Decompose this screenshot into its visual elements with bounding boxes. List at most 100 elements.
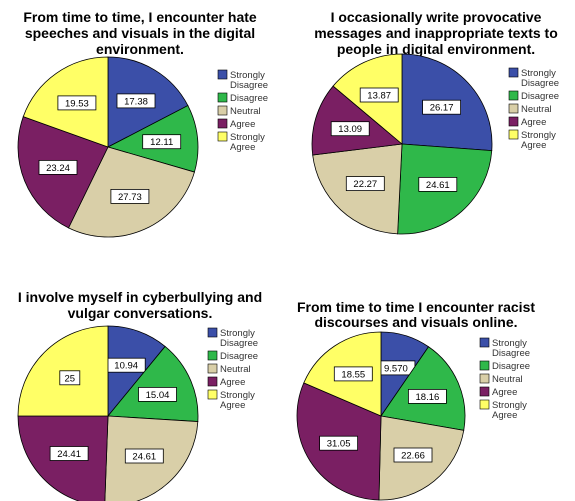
legend-label: Disagree xyxy=(220,338,258,349)
legend-label: Disagree xyxy=(230,93,268,104)
data-label: 19.53 xyxy=(65,98,89,109)
legend-label: Strongly xyxy=(521,68,556,79)
legend-swatch xyxy=(207,376,218,387)
pie-slice-disagree xyxy=(107,345,199,422)
legend-label: Strongly xyxy=(492,400,527,411)
legend-label: Agree xyxy=(220,377,245,388)
legend: StronglyDisagreeDisagreeNeutralAgreeStro… xyxy=(207,327,258,411)
chart-title-line: discourses and visuals online. xyxy=(314,314,517,330)
data-label: 24.61 xyxy=(132,452,156,463)
data-label: 13.09 xyxy=(338,124,362,135)
legend-label: Agree xyxy=(230,119,255,130)
legend-label: Strongly xyxy=(230,70,265,81)
data-label: 13.87 xyxy=(367,91,391,102)
data-label: 24.41 xyxy=(57,449,81,460)
chart-title-line: speeches and visuals in the digital xyxy=(25,25,255,41)
data-label-box xyxy=(393,447,433,463)
data-label-box xyxy=(116,93,156,109)
data-label-box xyxy=(124,448,164,464)
legend-label: Neutral xyxy=(492,374,523,385)
legend-swatch xyxy=(479,337,490,348)
data-label-box xyxy=(110,188,150,204)
pie-chart-1: From time to time, I encounter hatespeec… xyxy=(17,9,268,238)
data-label: 23.24 xyxy=(46,163,70,174)
chart-title-line: people in digital environment. xyxy=(337,41,535,57)
legend-label: Strongly xyxy=(521,130,556,141)
legend-swatch xyxy=(207,327,218,338)
chart-title-line: From time to time, I encounter hate xyxy=(23,9,257,25)
legend-swatch xyxy=(207,350,218,361)
pie-chart-2: I occasionally write provocativemessages… xyxy=(311,9,559,235)
legend-swatch xyxy=(217,131,228,142)
legend-swatch xyxy=(508,116,519,127)
data-label: 12.11 xyxy=(150,137,173,148)
data-label: 22.27 xyxy=(353,179,377,190)
legend-label: Agree xyxy=(230,142,255,153)
legend-label: Strongly xyxy=(220,390,255,401)
data-label-box xyxy=(142,134,182,150)
chart-title-line: I involve myself in cyberbullying and xyxy=(18,289,262,305)
data-label: 10.94 xyxy=(114,361,138,372)
legend-label: Strongly xyxy=(220,328,255,339)
legend-swatch xyxy=(508,103,519,114)
data-label-box xyxy=(38,159,78,175)
pie-slice-agree xyxy=(311,85,403,156)
legend-swatch xyxy=(207,389,218,400)
legend-label: Agree xyxy=(220,400,245,411)
pie-slice-disagree xyxy=(380,346,466,431)
legend-label: Disagree xyxy=(220,351,258,362)
legend: StronglyDisagreeDisagreeNeutralAgreeStro… xyxy=(217,69,268,153)
legend-swatch xyxy=(207,363,218,374)
chart-title-line: vulgar conversations. xyxy=(68,305,213,321)
data-label: 27.73 xyxy=(118,192,142,203)
legend-swatch xyxy=(508,90,519,101)
data-label: 25 xyxy=(65,373,76,384)
legend-swatch xyxy=(217,118,228,129)
legend-swatch xyxy=(217,92,228,103)
legend-label: Disagree xyxy=(230,80,268,91)
data-label-box xyxy=(138,386,177,402)
legend-label: Neutral xyxy=(230,106,261,117)
legend-label: Agree xyxy=(521,117,546,128)
pie-chart-3: I involve myself in cyberbullying andvul… xyxy=(17,289,262,501)
legend-label: Strongly xyxy=(230,132,265,143)
data-label-box xyxy=(333,366,373,382)
legend-swatch xyxy=(508,67,519,78)
chart-title-line: From time to time I encounter racist xyxy=(297,299,535,315)
legend: StronglyDisagreeDisagreeNeutralAgreeStro… xyxy=(479,337,530,421)
legend-swatch xyxy=(479,373,490,384)
data-label: 31.05 xyxy=(327,439,351,450)
data-label-box xyxy=(422,99,462,115)
legend-swatch xyxy=(479,399,490,410)
legend-label: Disagree xyxy=(492,348,530,359)
data-label: 17.38 xyxy=(124,96,148,107)
data-label: 24.61 xyxy=(426,180,450,191)
legend-label: Neutral xyxy=(220,364,251,375)
legend-label: Agree xyxy=(492,410,517,421)
data-label: 15.04 xyxy=(146,390,170,401)
legend-label: Agree xyxy=(521,140,546,151)
chart-title-line: environment. xyxy=(96,41,184,57)
chart-title-line: messages and inappropriate texts to xyxy=(314,25,558,41)
data-label-box xyxy=(319,435,359,451)
legend-swatch xyxy=(508,129,519,140)
data-label-box xyxy=(359,87,399,103)
legend-swatch xyxy=(479,360,490,371)
legend-label: Agree xyxy=(492,387,517,398)
data-label-box xyxy=(59,370,81,386)
data-label: 22.66 xyxy=(401,451,425,462)
data-label: 18.55 xyxy=(341,369,365,380)
legend-swatch xyxy=(217,105,228,116)
data-label-box xyxy=(49,446,89,461)
pie-chart-4: From time to time I encounter racistdisc… xyxy=(296,299,535,501)
legend-swatch xyxy=(479,386,490,397)
legend-label: Neutral xyxy=(521,104,552,115)
data-label-box xyxy=(407,388,447,404)
data-label-box xyxy=(57,95,97,111)
data-label: 18.16 xyxy=(416,392,440,403)
legend: StronglyDisagreeDisagreeNeutralAgreeStro… xyxy=(508,67,559,151)
legend-label: Disagree xyxy=(492,361,530,372)
data-label-box xyxy=(418,176,458,192)
data-label: 9.570 xyxy=(384,363,408,374)
